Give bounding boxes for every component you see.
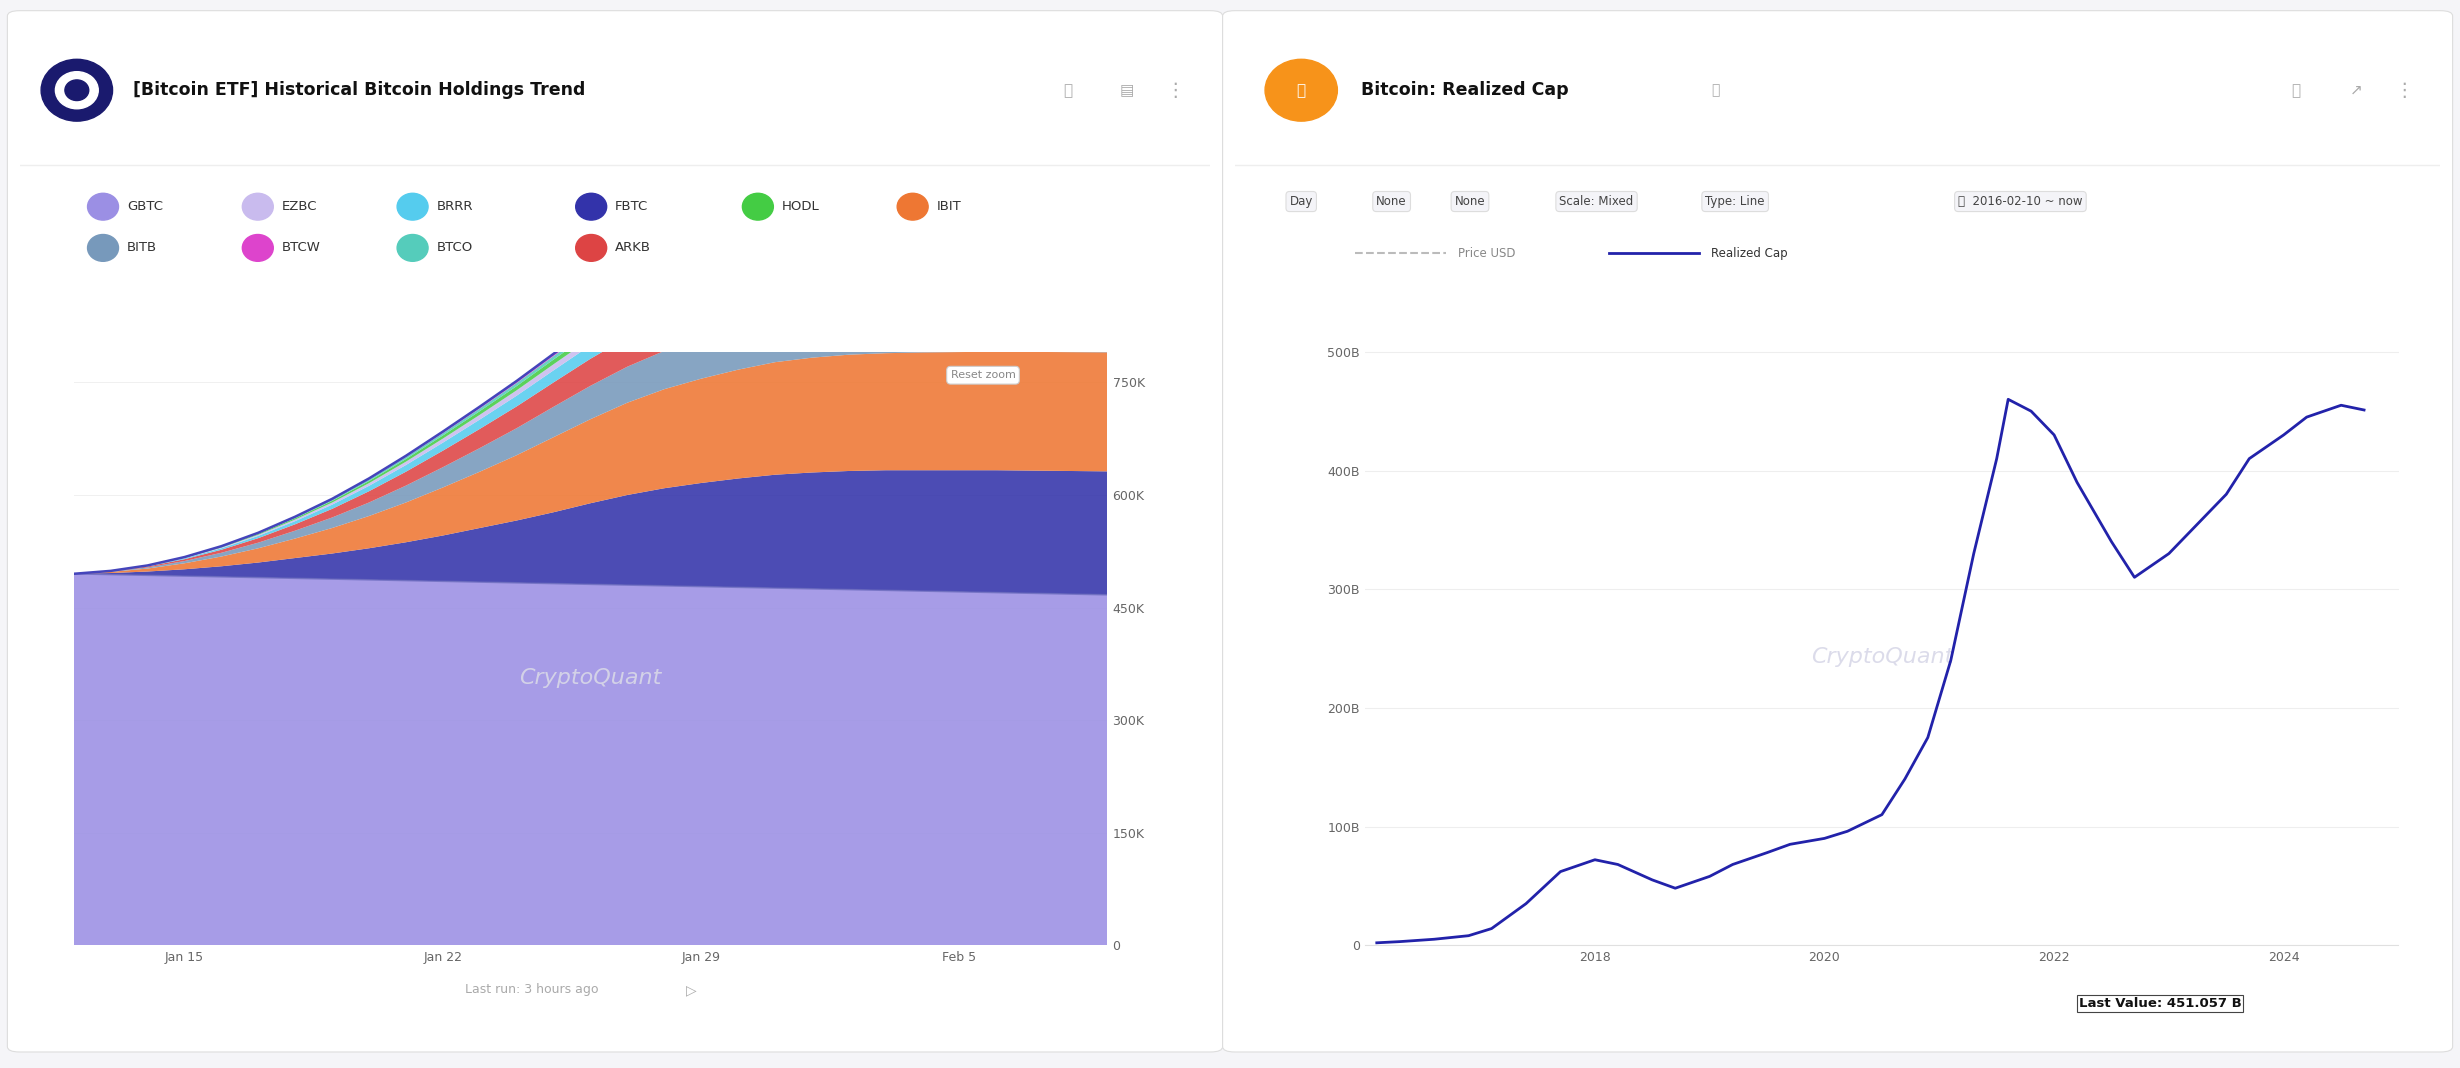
Text: HODL: HODL [782,200,819,214]
Text: ⛶: ⛶ [1063,82,1073,98]
Text: FBTC: FBTC [615,200,649,214]
Text: Scale: Mixed: Scale: Mixed [1560,195,1633,208]
Text: ↗: ↗ [2349,82,2362,98]
Text: BTCW: BTCW [280,241,320,254]
Text: Last Value: 451.057 B: Last Value: 451.057 B [2079,996,2241,1010]
Text: BRRR: BRRR [435,200,472,214]
Text: Day: Day [1289,195,1314,208]
Circle shape [244,235,273,262]
Circle shape [244,193,273,220]
Text: Bitcoin: Realized Cap: Bitcoin: Realized Cap [1360,81,1569,99]
Text: Reset zoom: Reset zoom [950,371,1016,380]
Text: Type: Line: Type: Line [1705,195,1764,208]
Circle shape [89,235,118,262]
Circle shape [576,193,608,220]
Text: [Bitcoin ETF] Historical Bitcoin Holdings Trend: [Bitcoin ETF] Historical Bitcoin Holding… [133,81,585,99]
Text: ₿: ₿ [1296,82,1306,98]
Text: ARKB: ARKB [615,241,652,254]
Text: ⋮: ⋮ [2394,81,2413,99]
Text: Last run: 3 hours ago: Last run: 3 hours ago [465,984,598,996]
Text: GBTC: GBTC [128,200,162,214]
Text: ▷: ▷ [686,983,696,996]
Text: CryptoQuant: CryptoQuant [519,669,662,689]
Circle shape [396,235,428,262]
Text: BTCO: BTCO [435,241,472,254]
Circle shape [1264,60,1338,121]
Circle shape [576,235,608,262]
Circle shape [57,72,98,109]
Text: IBIT: IBIT [937,200,962,214]
Circle shape [42,60,113,121]
Circle shape [898,193,927,220]
Text: BITB: BITB [128,241,157,254]
Text: Realized Cap: Realized Cap [1712,247,1788,260]
Text: None: None [1454,195,1486,208]
Text: ⋮: ⋮ [1166,81,1183,99]
Circle shape [743,193,772,220]
Text: ▤: ▤ [1119,82,1134,98]
Text: ⓘ: ⓘ [1712,83,1720,97]
Circle shape [396,193,428,220]
Circle shape [89,193,118,220]
Text: Price USD: Price USD [1459,247,1515,260]
Text: ⛶: ⛶ [2290,82,2300,98]
Text: CryptoQuant: CryptoQuant [1811,647,1953,666]
Circle shape [64,80,89,100]
Text: EZBC: EZBC [280,200,317,214]
Text: 🗓  2016-02-10 ~ now: 🗓 2016-02-10 ~ now [1958,195,2084,208]
Text: None: None [1375,195,1407,208]
